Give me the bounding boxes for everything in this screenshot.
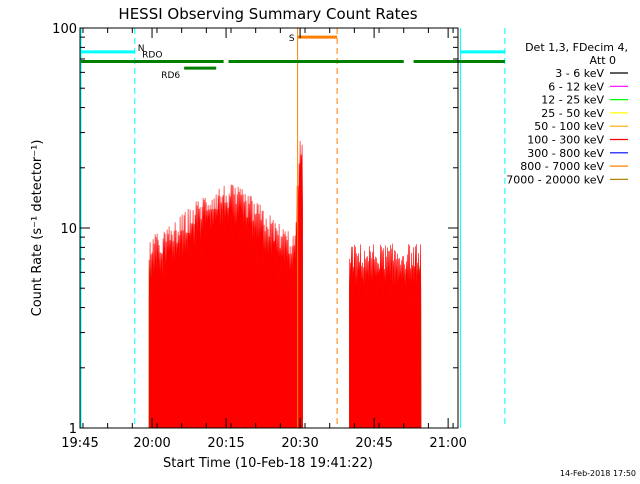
plot-area: N S RDO RD6 xyxy=(80,28,506,429)
y-tick-label: 100 xyxy=(52,22,77,37)
series-interval xyxy=(349,243,422,429)
legend-header-line2: Att 0 xyxy=(590,54,616,67)
series-interval xyxy=(148,140,303,429)
legend-header-line1: Det 1,3, FDecim 4, xyxy=(525,41,628,54)
flag-label-rd6: RD6 xyxy=(161,71,180,81)
legend-entry-label: 25 - 50 keV xyxy=(541,107,604,120)
legend-entry-label: 6 - 12 keV xyxy=(548,80,604,93)
legend-entry-label: 12 - 25 keV xyxy=(541,94,604,107)
y-tick-label: 1 xyxy=(69,422,77,437)
footer-timestamp: 14-Feb-2018 17:50 xyxy=(560,469,636,478)
legend-entry-label: 7000 - 20000 keV xyxy=(506,173,604,186)
x-axis-label: Start Time (10-Feb-18 19:41:22) xyxy=(163,456,373,471)
legend-entry-label: 800 - 7000 keV xyxy=(520,160,604,173)
legend-entry-label: 3 - 6 keV xyxy=(555,67,604,80)
x-tick-label: 20:45 xyxy=(355,436,392,451)
axes: 1 10 100 19:45 20:00 20:15 20:30 20:45 21:00 xyxy=(52,22,467,451)
series-3-6-kev xyxy=(148,140,422,429)
x-tick-label: 20:00 xyxy=(133,436,170,451)
legend-entry-label: 50 - 100 keV xyxy=(534,120,604,133)
y-tick-label: 10 xyxy=(60,222,77,237)
legend-entry-label: 300 - 800 keV xyxy=(527,147,604,160)
x-tick-label: 20:15 xyxy=(207,436,244,451)
x-tick-label: 20:30 xyxy=(281,436,318,451)
legend-entry-label: 100 - 300 keV xyxy=(527,134,604,147)
flag-label-rdo: RDO xyxy=(142,50,162,60)
flag-label-s: S xyxy=(289,34,295,44)
chart-title: HESSI Observing Summary Count Rates xyxy=(118,5,417,23)
flag-label-n: N xyxy=(138,44,145,54)
x-tick-label: 19:45 xyxy=(61,436,98,451)
x-tick-label: 21:00 xyxy=(429,436,466,451)
y-axis-label: Count Rate (s⁻¹ detector⁻¹) xyxy=(30,140,45,317)
